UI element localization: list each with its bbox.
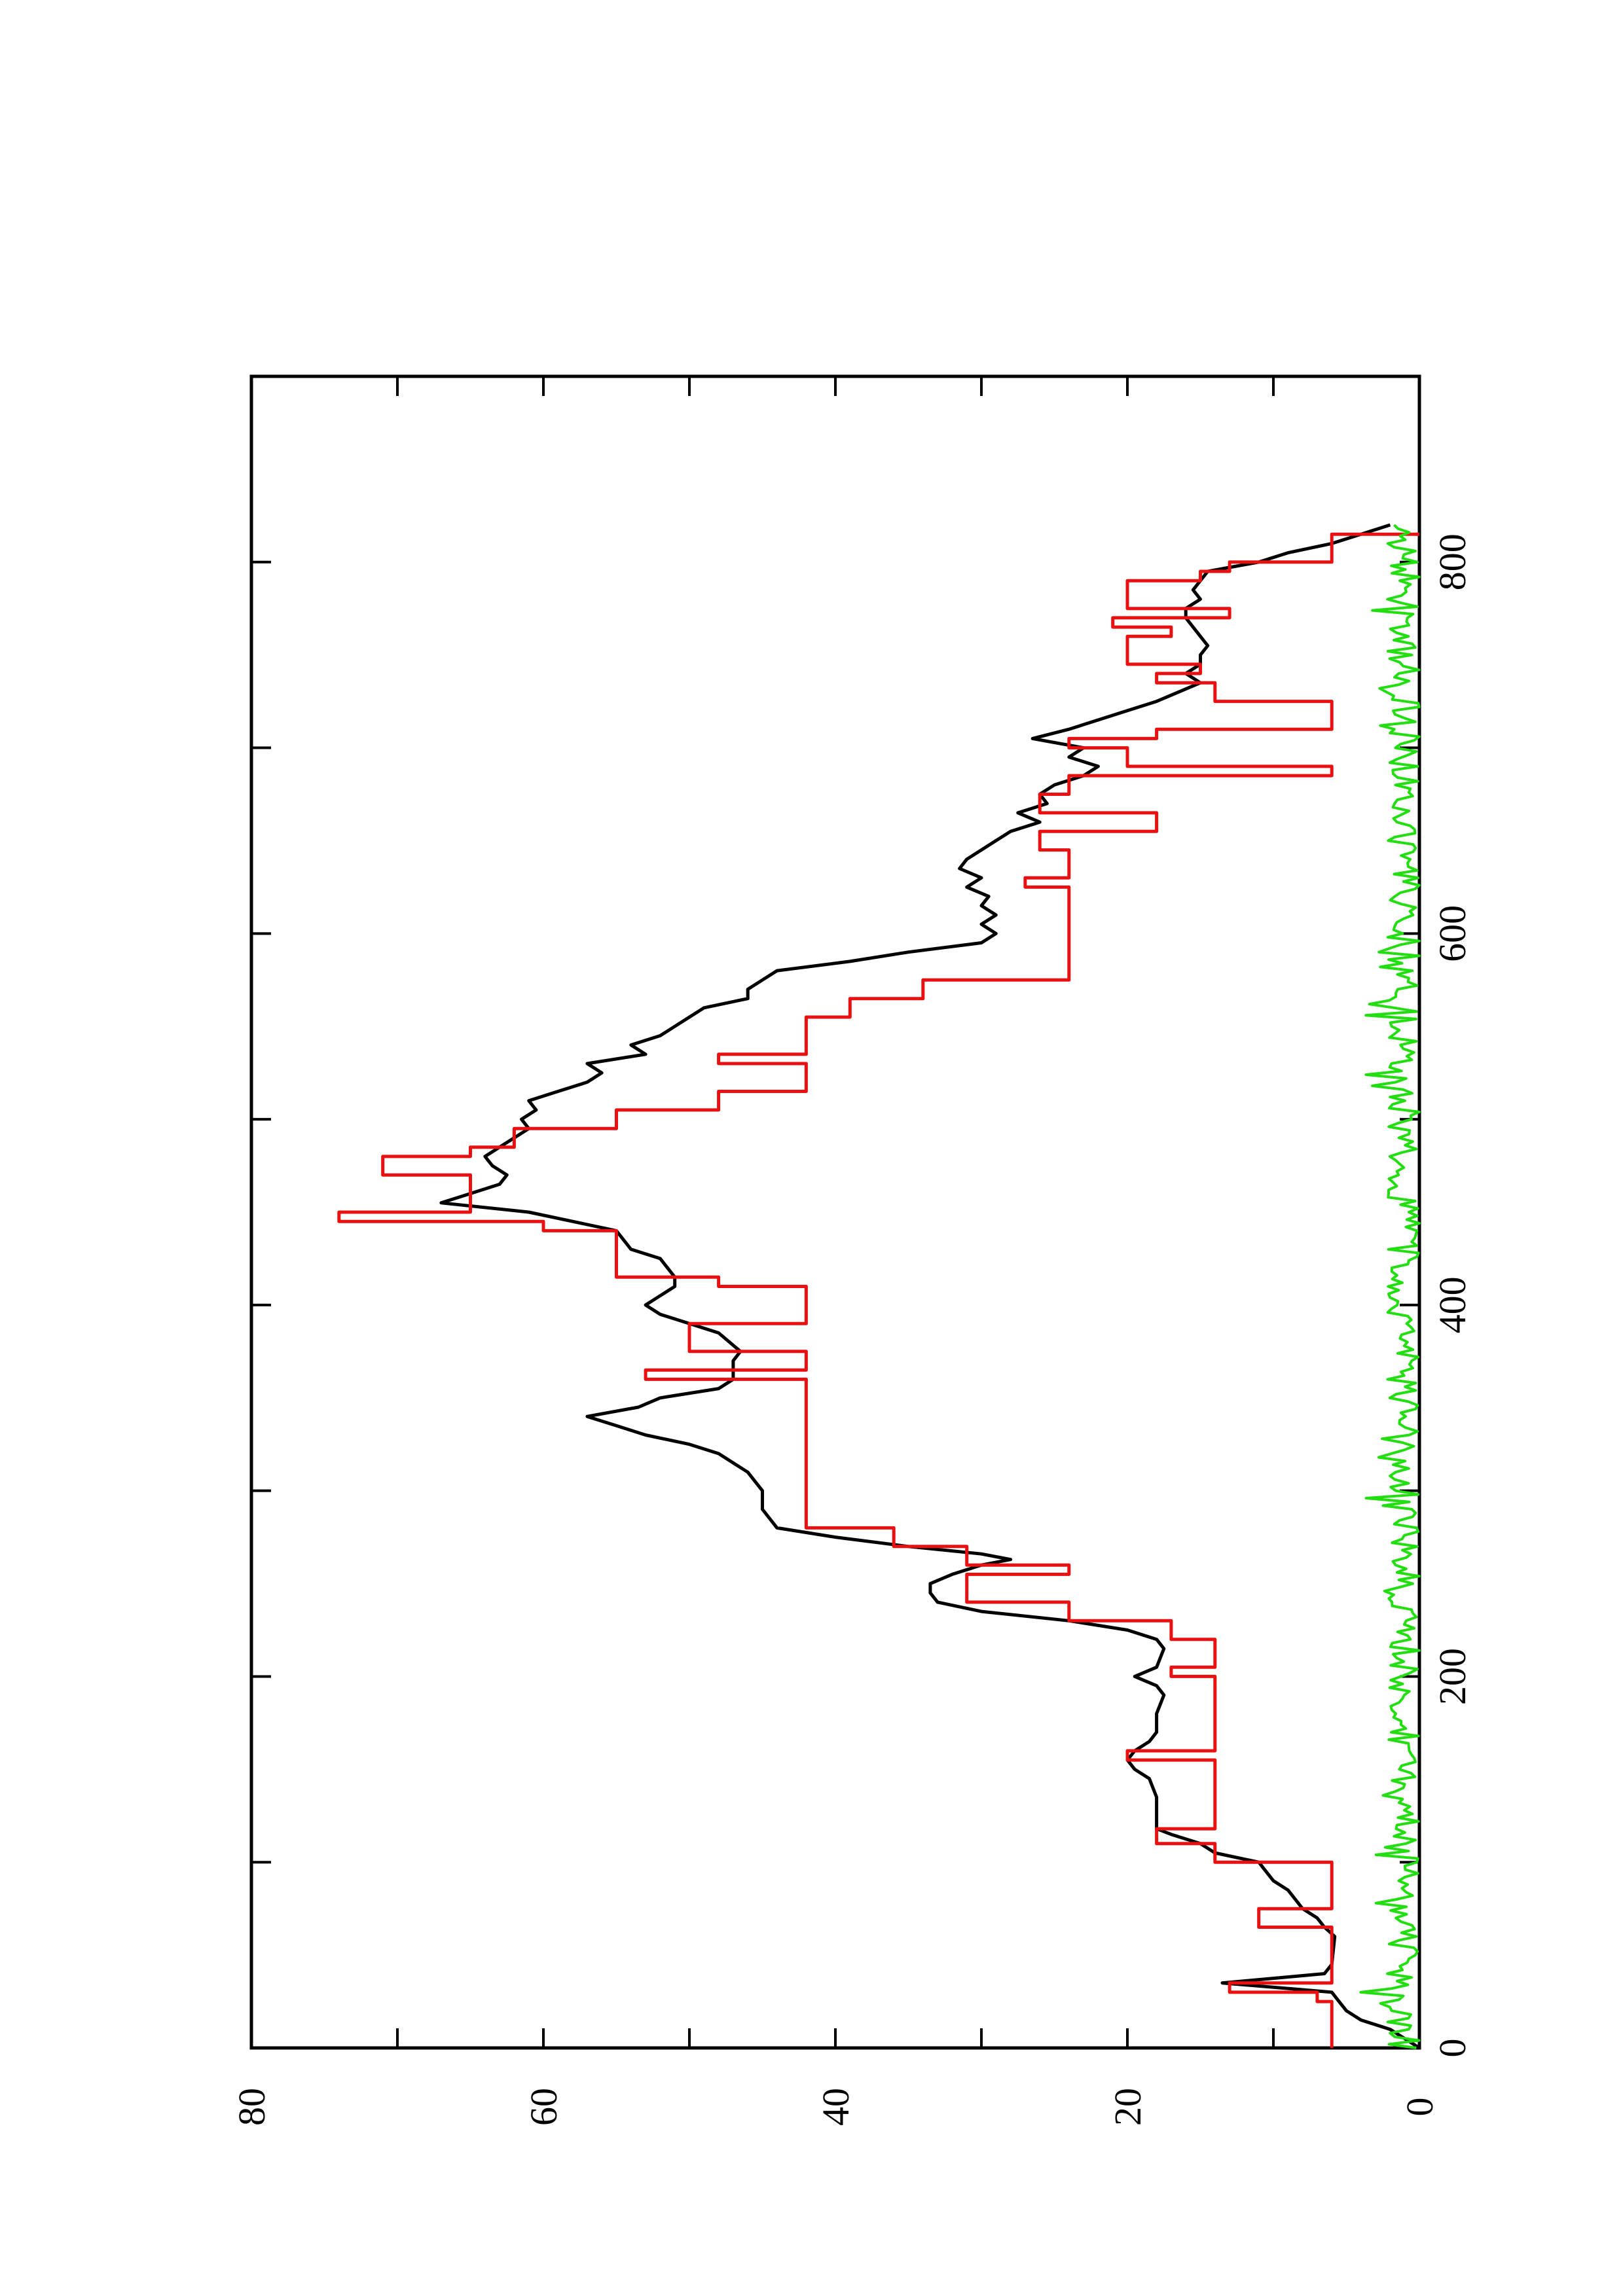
series-line-1 (439, 523, 1421, 2050)
y-tick-label: 40 (814, 2088, 857, 2126)
series-group (337, 523, 1421, 2050)
y-tick-label: 80 (230, 2088, 273, 2126)
x-tick-label: 0 (1431, 2039, 1474, 2058)
axis-ticks (250, 375, 1421, 2049)
y-tick-label: 60 (522, 2088, 565, 2126)
axis-tick-labels: 0 200 400 600 800 0 20 40 60 80 (230, 533, 1474, 2126)
y-tick-label: 20 (1106, 2088, 1149, 2126)
x-tick-label: 600 (1431, 905, 1474, 962)
series-line-2 (337, 532, 1419, 2048)
x-tick-label: 200 (1431, 1648, 1474, 1705)
series-line-3 (1359, 524, 1421, 2049)
y-tick-label: 0 (1398, 2098, 1441, 2117)
x-tick-label: 400 (1431, 1276, 1474, 1333)
x-tick-label: 800 (1431, 533, 1474, 590)
